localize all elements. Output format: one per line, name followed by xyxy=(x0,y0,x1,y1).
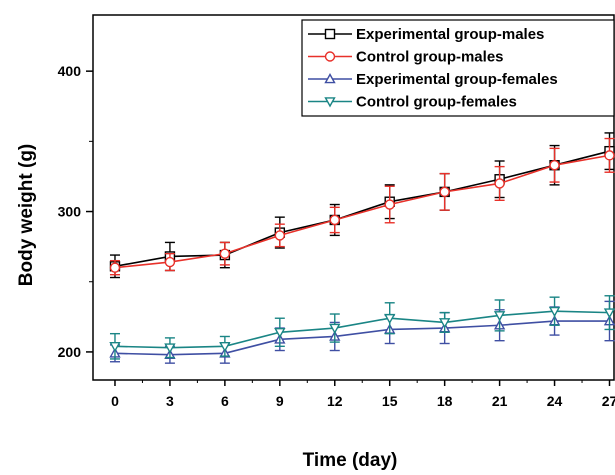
data-point xyxy=(549,160,560,171)
series-control-group-males xyxy=(109,137,615,276)
legend-marker xyxy=(324,97,336,108)
y-tick-label: 200 xyxy=(58,344,82,360)
x-axis-title: Time (day) xyxy=(303,450,398,471)
x-tick-label: 15 xyxy=(382,393,398,409)
legend-label: Control group-males xyxy=(356,49,504,66)
data-point xyxy=(274,230,286,241)
x-tick-label: 0 xyxy=(111,393,119,409)
x-tick-label: 3 xyxy=(166,393,174,409)
axes: 0 3 6 9 12 15 18 21 24 27 200 300 400 xyxy=(58,14,615,409)
x-tick-label: 21 xyxy=(492,393,508,409)
series-experimental-group-males xyxy=(109,132,615,279)
x-tick-label: 9 xyxy=(276,393,284,409)
data-point xyxy=(604,150,615,161)
plot-frame xyxy=(92,14,615,381)
data-point xyxy=(109,262,121,273)
data-point xyxy=(384,199,395,210)
legend-label: Control group-females xyxy=(356,94,517,111)
legend-marker xyxy=(324,73,336,84)
data-point xyxy=(109,342,121,353)
legend-box xyxy=(301,19,615,117)
series-line xyxy=(114,150,610,268)
legend-label: Experimental group-males xyxy=(356,26,544,43)
series-experimental-group-females xyxy=(109,300,615,364)
y-axis-title: Body weight (g) xyxy=(16,144,37,286)
series-layer xyxy=(109,132,615,364)
series-line xyxy=(114,310,610,349)
legend-label: Experimental group-females xyxy=(356,71,558,88)
data-point xyxy=(603,308,615,319)
data-point xyxy=(493,311,506,322)
data-point xyxy=(384,313,396,325)
data-point xyxy=(329,323,341,334)
series-line xyxy=(114,154,610,269)
data-point xyxy=(548,306,561,318)
legend-item: Control group-females xyxy=(308,94,517,111)
legend-item: Experimental group-males xyxy=(308,26,544,43)
data-point xyxy=(164,343,176,354)
data-point xyxy=(329,214,340,226)
legend: Experimental group-males Control group-ma… xyxy=(301,19,615,117)
y-tick-label: 400 xyxy=(58,63,82,79)
y-tick-label: 300 xyxy=(58,204,82,220)
data-point xyxy=(438,318,451,329)
series-control-group-females xyxy=(109,295,615,360)
x-tick-label: 6 xyxy=(221,393,229,409)
data-point xyxy=(219,342,231,353)
legend-item: Experimental group-females xyxy=(308,71,558,88)
data-point xyxy=(219,248,231,259)
data-point xyxy=(494,178,505,189)
series-line xyxy=(114,320,610,356)
legend-item: Control group-males xyxy=(308,49,504,66)
x-tick-label: 18 xyxy=(437,393,453,409)
legend-marker xyxy=(324,51,336,62)
data-point xyxy=(164,256,176,268)
x-tick-label: 24 xyxy=(547,393,563,409)
data-point xyxy=(274,327,286,339)
data-point xyxy=(439,186,450,198)
x-tick-label: 27 xyxy=(602,393,615,409)
x-tick-label: 12 xyxy=(327,393,343,409)
legend-marker xyxy=(324,28,336,40)
